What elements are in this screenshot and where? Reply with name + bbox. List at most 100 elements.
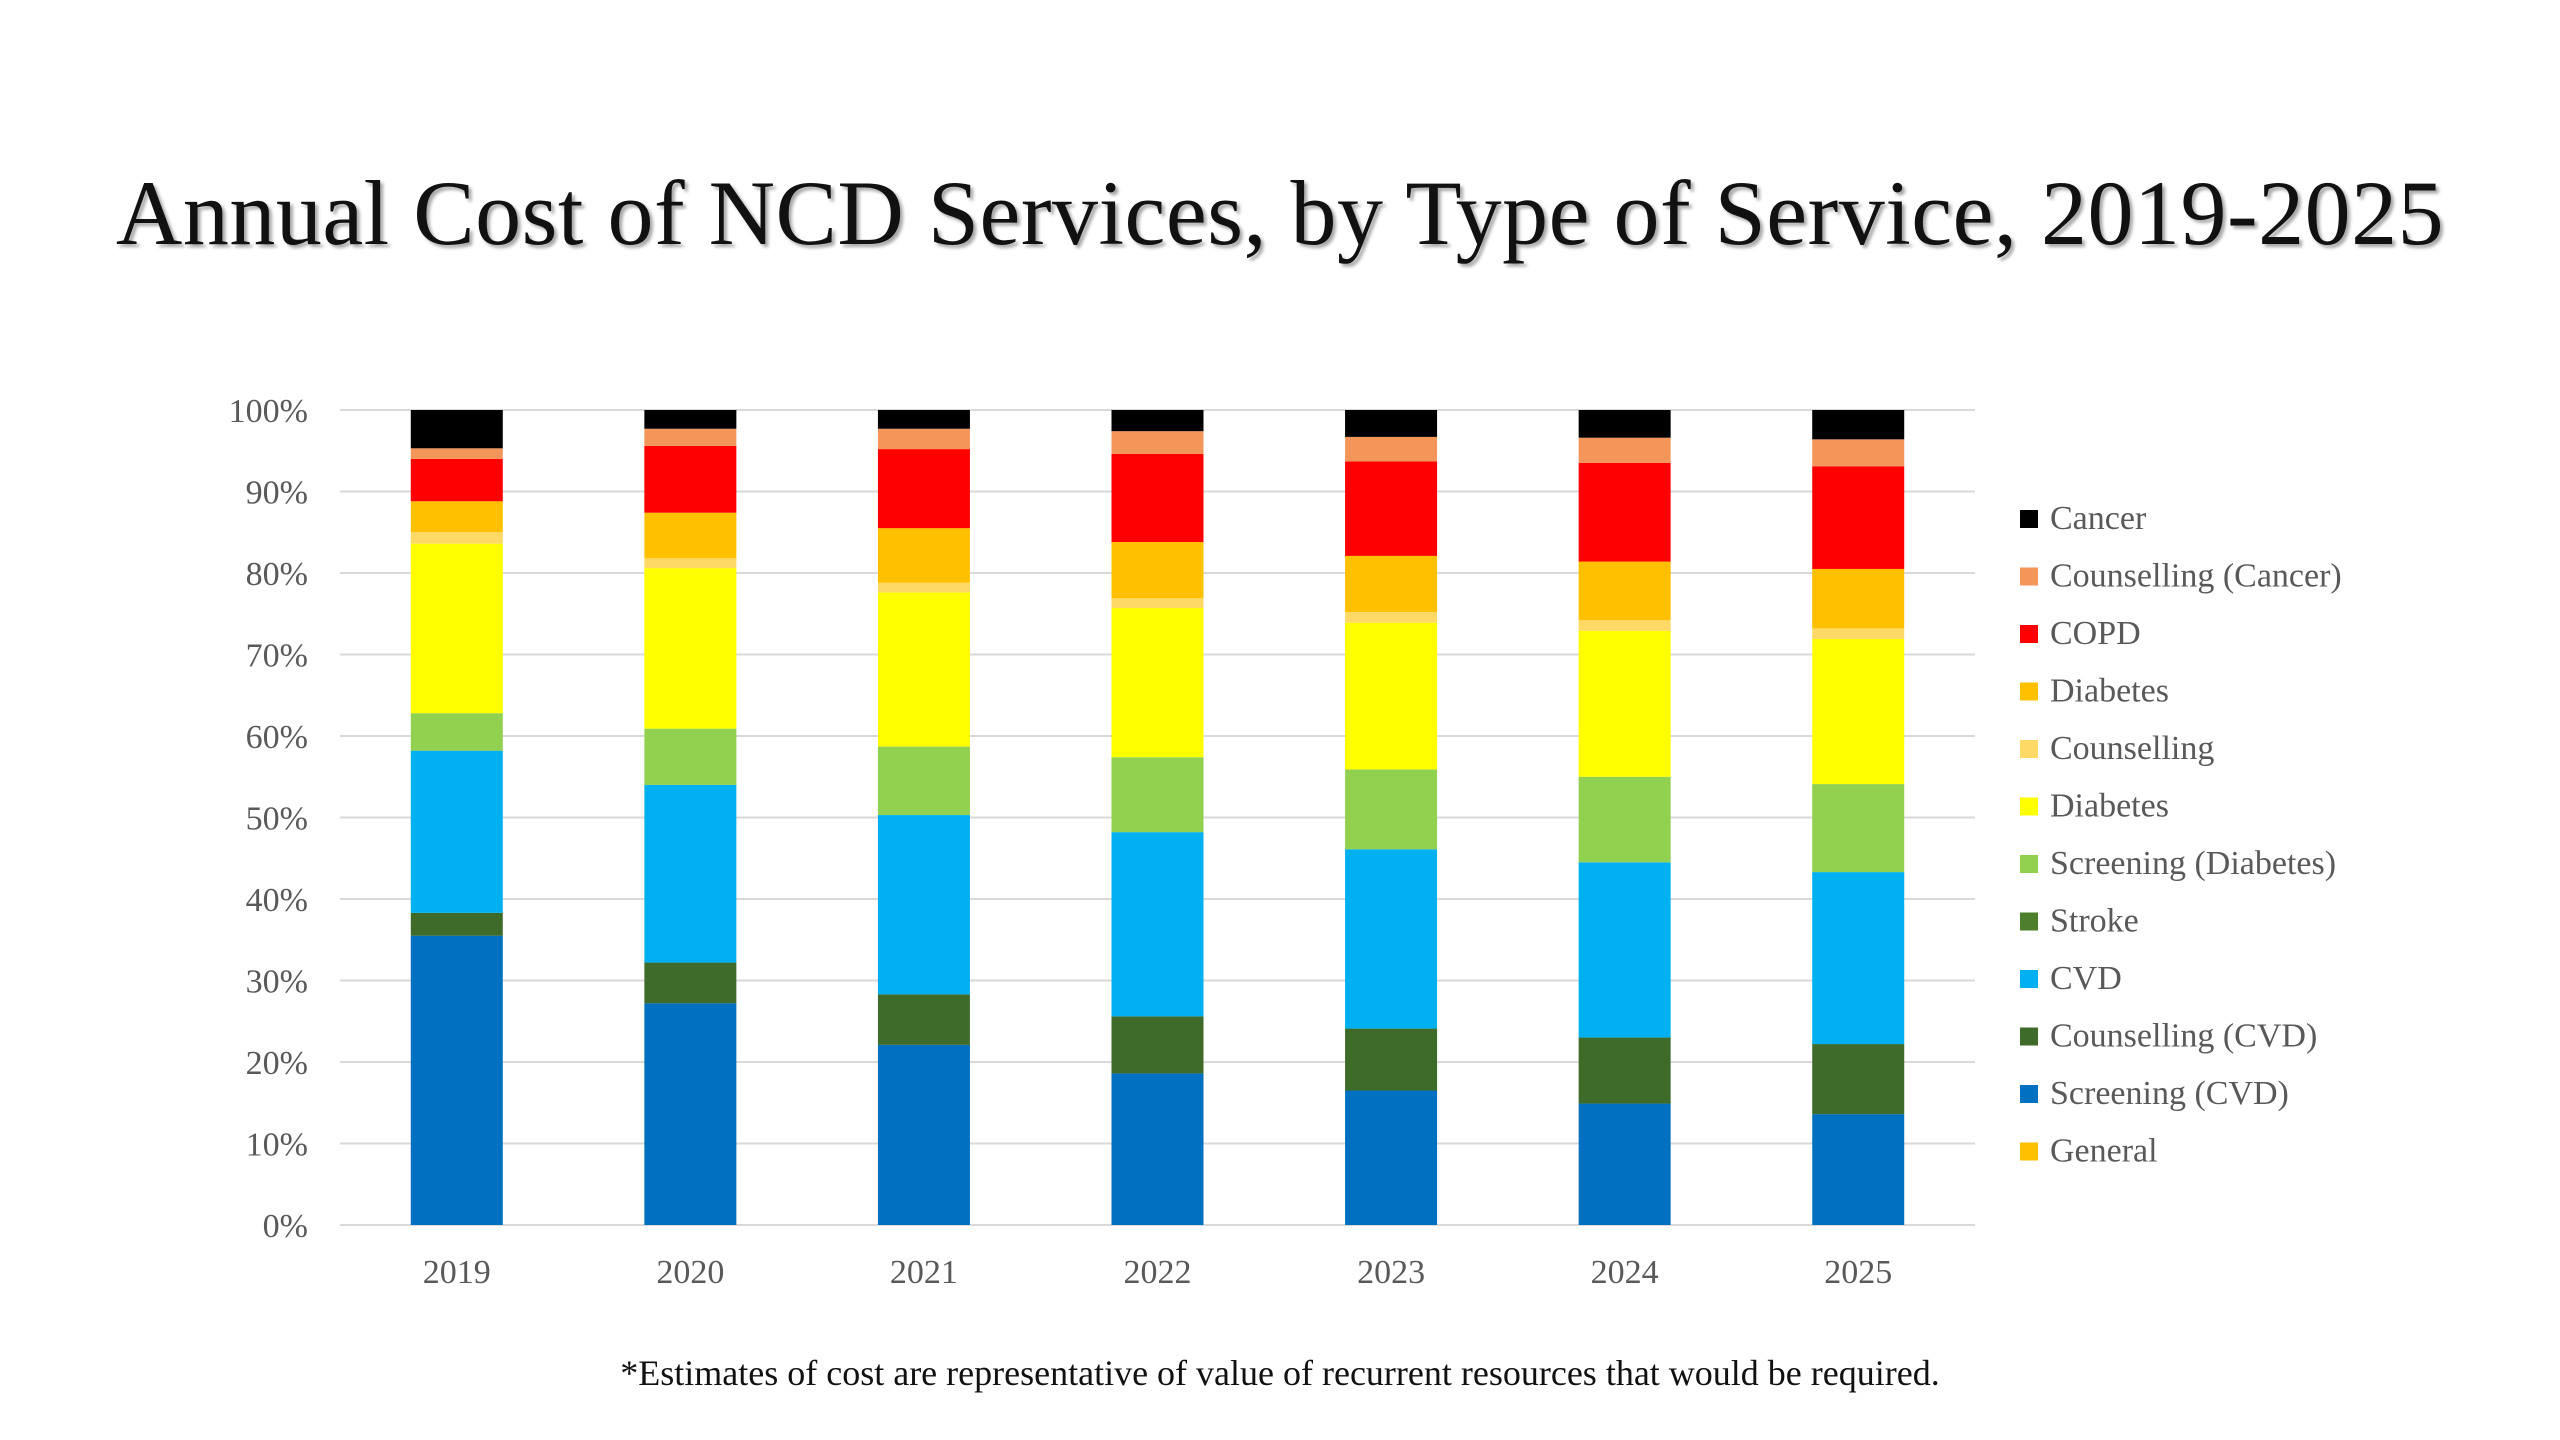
bar-segment	[410, 935, 503, 1225]
legend-label: Screening (Diabetes)	[2050, 845, 2336, 882]
bar-segment	[1345, 849, 1438, 1029]
x-tick-label: 2019	[423, 1254, 491, 1291]
bar-stack-2022	[1111, 410, 1204, 1225]
legend-label: Counselling (Cancer)	[2050, 558, 2342, 595]
bar-segment	[877, 410, 970, 429]
bar-segment	[1578, 561, 1671, 621]
y-tick-label: 10%	[246, 1127, 308, 1164]
bars	[410, 410, 1905, 1225]
legend-swatch	[2020, 855, 2038, 873]
y-tick-label: 90%	[246, 475, 308, 512]
legend-swatch	[2020, 1142, 2038, 1161]
bar-segment	[877, 582, 970, 593]
bar-stack-2025	[1812, 410, 1905, 1225]
legend-swatch	[2020, 1085, 2038, 1103]
bar-segment	[644, 568, 737, 729]
bar-segment	[1812, 410, 1905, 440]
bar-segment	[1812, 872, 1905, 1045]
bar-segment	[1578, 1103, 1671, 1225]
bar-segment	[1578, 437, 1671, 463]
bar-segment	[410, 912, 503, 936]
bar-segment	[1578, 620, 1671, 631]
y-tick-label: 80%	[246, 556, 308, 593]
legend-swatch	[2020, 740, 2038, 758]
bar-segment	[1812, 568, 1905, 629]
legend-label: Cancer	[2050, 500, 2147, 537]
bar-segment	[1111, 608, 1204, 758]
bar-segment	[1578, 410, 1671, 438]
bar-segment	[1345, 622, 1438, 770]
bar-segment	[644, 428, 737, 446]
bar-segment	[1111, 410, 1204, 432]
x-tick-label: 2022	[1124, 1254, 1192, 1291]
legend-label: Counselling	[2050, 730, 2214, 767]
bar-segment	[1578, 462, 1671, 562]
bar-segment	[1111, 454, 1204, 543]
bar-segment	[1578, 630, 1671, 777]
x-tick-label: 2025	[1824, 1254, 1892, 1291]
legend-swatch	[2020, 682, 2038, 701]
legend-label: CVD	[2050, 960, 2122, 997]
bar-segment	[1812, 1114, 1905, 1225]
bar-segment	[1111, 832, 1204, 1017]
y-tick-label: 20%	[246, 1045, 308, 1082]
legend-swatch	[2020, 510, 2038, 528]
x-axis-tick-labels: 2019 2020 2021 2022 2023 2024 2025	[423, 1254, 1892, 1291]
y-tick-label: 50%	[246, 801, 308, 838]
bar-segment	[877, 815, 970, 995]
bar-segment	[1812, 628, 1905, 640]
bar-segment	[410, 543, 503, 714]
bar-segment	[1812, 784, 1905, 873]
legend-swatch	[2020, 567, 2038, 586]
y-tick-label: 40%	[246, 882, 308, 919]
bar-segment	[410, 501, 503, 533]
bar-segment	[877, 1044, 970, 1225]
y-tick-label: 70%	[246, 638, 308, 675]
bar-segment	[877, 428, 970, 450]
bar-segment	[877, 994, 970, 1045]
bar-segment	[1111, 598, 1204, 609]
bar-segment	[644, 728, 737, 785]
bar-segment	[877, 746, 970, 816]
y-axis-tick-labels: 0% 10% 20% 30% 40% 50% 60% 70% 80% 90% 100%	[229, 393, 308, 1245]
bar-segment	[1111, 1016, 1204, 1074]
legend-label: Counselling (CVD)	[2050, 1018, 2317, 1055]
x-tick-label: 2023	[1357, 1254, 1425, 1291]
y-tick-label: 0%	[263, 1208, 308, 1245]
bar-stack-2020	[644, 410, 737, 1225]
bar-segment	[1578, 776, 1671, 863]
legend-label: COPD	[2050, 615, 2141, 652]
bar-segment	[1812, 639, 1905, 785]
legend-swatch	[2020, 912, 2038, 931]
legend-swatch	[2020, 1027, 2038, 1046]
legend-swatch	[2020, 625, 2038, 643]
bar-segment	[410, 750, 503, 913]
bar-segment	[644, 784, 737, 963]
bar-segment	[1345, 555, 1438, 613]
bar-segment	[877, 528, 970, 583]
bar-segment	[644, 558, 737, 569]
x-tick-label: 2021	[890, 1254, 958, 1291]
bar-stack-2021	[877, 410, 970, 1225]
legend-label: Screening (CVD)	[2050, 1075, 2289, 1112]
bar-segment	[410, 458, 503, 502]
y-tick-label: 30%	[246, 964, 308, 1001]
bar-stack-2023	[1345, 410, 1438, 1225]
bar-stack-2024	[1578, 410, 1671, 1225]
bar-segment	[1345, 1028, 1438, 1091]
legend-label: Stroke	[2050, 903, 2139, 940]
x-tick-label: 2024	[1591, 1254, 1659, 1291]
legend-swatch	[2020, 970, 2038, 988]
bar-segment	[1345, 769, 1438, 850]
bar-segment	[1578, 1037, 1671, 1104]
bar-segment	[410, 532, 503, 544]
bar-segment	[1345, 461, 1438, 556]
bar-segment	[410, 713, 503, 751]
bar-segment	[1111, 757, 1204, 833]
bar-segment	[1345, 410, 1438, 437]
bar-segment	[1345, 612, 1438, 623]
bar-segment	[410, 448, 503, 459]
bar-segment	[644, 962, 737, 1004]
legend-label: Diabetes	[2050, 788, 2169, 825]
